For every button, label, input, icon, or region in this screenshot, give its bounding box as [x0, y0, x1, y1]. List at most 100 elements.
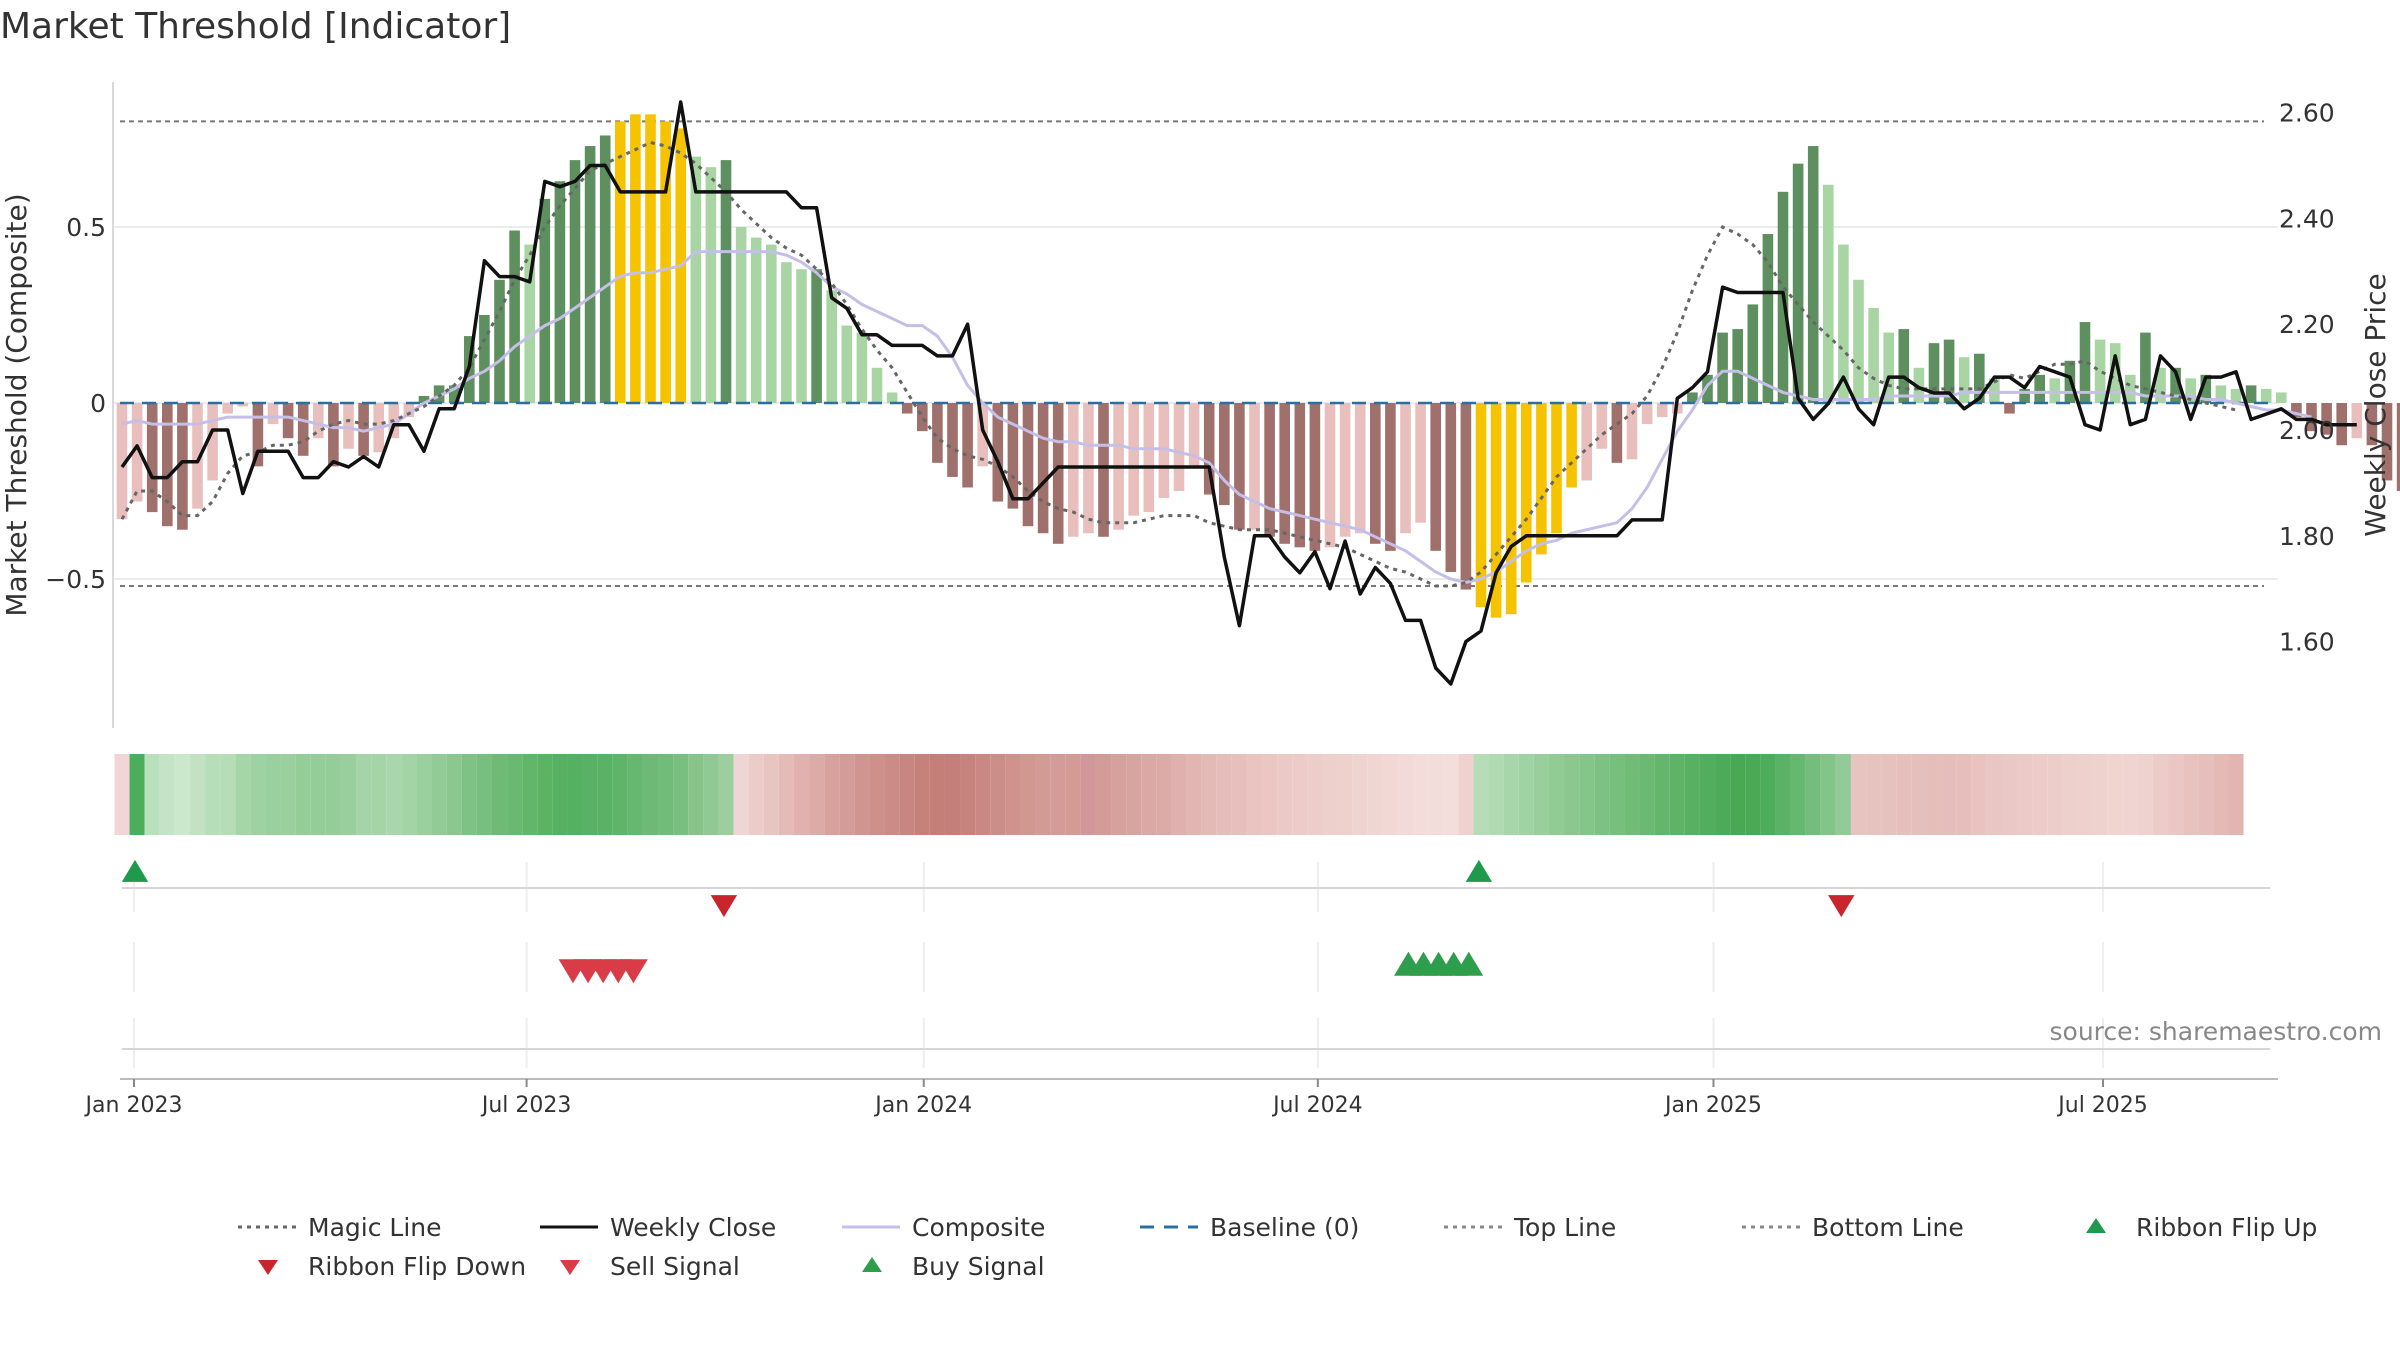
composite-bar [1807, 146, 1819, 404]
ribbon-cell [1337, 754, 1353, 835]
ribbon-cell [1941, 754, 1957, 835]
composite-bar [947, 403, 958, 477]
ribbon-cell [1835, 754, 1851, 835]
composite-bar [2049, 378, 2061, 403]
composite-bar [811, 269, 822, 403]
composite-bar [901, 403, 913, 414]
composite-bar [1037, 403, 1049, 534]
ribbon-cell [2213, 754, 2229, 835]
ribbon-cell [1458, 754, 1474, 835]
composite-bar [343, 403, 354, 449]
composite-bar [1747, 304, 1759, 403]
y-axis-left-label: Market Threshold (Composite) [0, 193, 33, 616]
composite-bar [1098, 403, 1109, 537]
y-right-tick-label: 1.60 [2279, 628, 2335, 657]
composite-bar [615, 121, 626, 404]
composite-bar [1898, 329, 1910, 403]
ribbon-cell [386, 754, 402, 835]
composite-bar [1249, 403, 1260, 530]
ribbon-cell [1246, 754, 1263, 835]
ribbon-cell [975, 754, 991, 835]
composite-bar [2019, 388, 2030, 403]
threshold-lines [120, 120, 2264, 588]
composite-bar [660, 121, 671, 404]
ribbon-cell [944, 754, 961, 835]
composite-bar [1007, 403, 1019, 509]
ribbon-cell [1186, 754, 1202, 835]
composite-bar [917, 403, 928, 432]
composite-bar [1294, 403, 1306, 548]
composite-bar [252, 403, 264, 467]
composite-bar [886, 392, 898, 403]
ribbon-cell [1730, 754, 1746, 835]
composite-bar [1989, 378, 2000, 403]
ribbon-cell [658, 754, 674, 835]
composite-bar [146, 403, 158, 513]
composite-bar [116, 403, 128, 520]
ribbon-cell [114, 754, 130, 835]
ribbon-cell [1050, 754, 1066, 835]
ribbon-cell [1065, 754, 1081, 835]
x-tick-label: Jan 2024 [873, 1093, 972, 1118]
composite-bar [1702, 374, 1713, 403]
ribbon-cell [1866, 754, 1882, 835]
composite-bar [1883, 332, 1894, 403]
composite-bar [1385, 403, 1396, 551]
ribbon-cell [2047, 754, 2063, 835]
ribbon-cell [854, 754, 870, 835]
composite-bar [2321, 403, 2332, 435]
ribbon-cell [1262, 754, 1278, 835]
ribbon-cell [2137, 754, 2153, 835]
ribbon-cell [1397, 754, 1414, 835]
ribbon-cell [265, 754, 281, 835]
y-axis-right-ticks: 2.60 2.40 2.20 2.00 1.80 1.60 [2279, 99, 2335, 657]
composite-bar [1415, 403, 1426, 523]
ribbon-cell [1156, 754, 1172, 835]
composite-bar [1521, 403, 1532, 583]
ribbon-cell [763, 754, 779, 835]
composite-bar [2260, 388, 2272, 403]
composite-bar [1823, 184, 1834, 403]
ribbon-cell [1533, 754, 1549, 835]
ribbon-cell [1926, 754, 1942, 835]
ribbon-cell [1352, 754, 1368, 835]
ribbon-cell [507, 754, 523, 835]
composite-bar [1324, 403, 1336, 548]
ribbon-cell [340, 754, 357, 835]
composite-bar [1052, 403, 1064, 544]
ribbon-cell [733, 754, 749, 835]
composite-bar [2230, 388, 2242, 403]
composite-bar [1460, 403, 1472, 590]
composite-bar [297, 403, 309, 456]
y-right-tick-label: 2.00 [2279, 416, 2335, 445]
composite-bar [1430, 403, 1441, 551]
ribbon-cell [1503, 754, 1519, 835]
composite-bar [1490, 403, 1502, 618]
ribbon-cell [2077, 754, 2093, 835]
legend-label: Weekly Close [610, 1213, 776, 1242]
ribbon-cell [1126, 754, 1142, 835]
ribbon-cell [1367, 754, 1383, 835]
ribbon-cell [718, 754, 734, 835]
composite-bar [1309, 403, 1321, 551]
composite-bar [630, 114, 641, 404]
legend-label: Composite [912, 1213, 1045, 1242]
composite-bar [977, 403, 988, 467]
composite-bar [1068, 403, 1079, 537]
ribbon-cell [1624, 754, 1640, 835]
ribbon-cell [884, 754, 900, 835]
weekly-close-line [120, 100, 2357, 686]
composite-bar [418, 395, 430, 403]
composite-bar [1958, 357, 1970, 403]
ribbon-cell [567, 754, 583, 835]
ribbon-cell [491, 754, 508, 835]
ribbon-cell [401, 754, 417, 835]
composite-bar [841, 325, 853, 403]
composite-bar [2109, 343, 2121, 403]
ribbon-cell [431, 754, 447, 835]
ribbon-cell [1307, 754, 1323, 835]
y-left-tick-label: −0.5 [45, 565, 106, 594]
composite-bar [282, 403, 294, 439]
ribbon-cell [280, 754, 296, 835]
